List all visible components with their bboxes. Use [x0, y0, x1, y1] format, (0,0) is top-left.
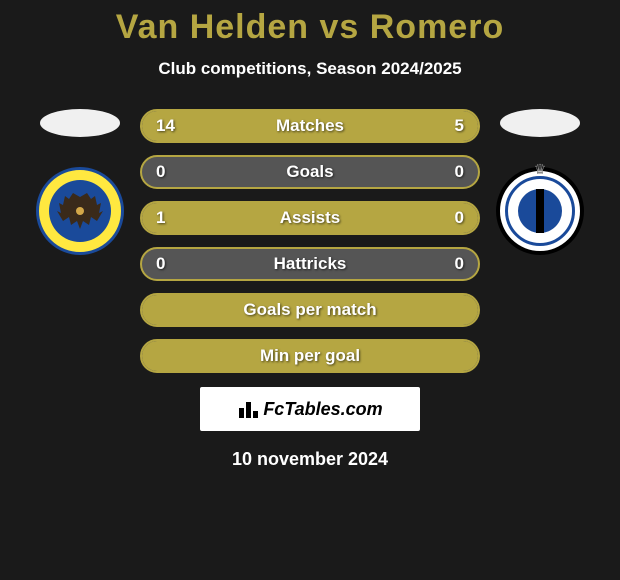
- stat-bar: 00Hattricks: [140, 247, 480, 281]
- branding-label: FcTables.com: [263, 399, 382, 420]
- stats-column: 145Matches 00Goals 10Assists 00Hattricks Goa…: [140, 109, 480, 373]
- double-eagle-icon: [55, 191, 105, 231]
- stat-label: Hattricks: [142, 254, 478, 274]
- bar-chart-icon: [237, 400, 259, 418]
- player-right-avatar-placeholder: [500, 109, 580, 137]
- stat-bar: 00Goals: [140, 155, 480, 189]
- stat-bar: Goals per match: [140, 293, 480, 327]
- stat-label: Goals per match: [142, 300, 478, 320]
- main-row: 145Matches 00Goals 10Assists 00Hattricks Goa…: [0, 109, 620, 373]
- player-left-column: [20, 109, 140, 255]
- stat-bar: 10Assists: [140, 201, 480, 235]
- club-badge-right-stripe: [536, 189, 545, 233]
- subtitle: Club competitions, Season 2024/2025: [158, 59, 461, 79]
- player-left-avatar-placeholder: [40, 109, 120, 137]
- stat-bar: 145Matches: [140, 109, 480, 143]
- date-text: 10 november 2024: [232, 449, 388, 470]
- page-title: Van Helden vs Romero: [116, 8, 504, 47]
- branding-badge: FcTables.com: [200, 387, 420, 431]
- club-badge-left: [36, 167, 124, 255]
- player-right-column: ♛: [480, 109, 600, 255]
- stat-label: Min per goal: [142, 346, 478, 366]
- club-badge-right: ♛: [496, 167, 584, 255]
- stat-label: Goals: [142, 162, 478, 182]
- stat-label: Matches: [142, 116, 478, 136]
- comparison-card: Van Helden vs Romero Club competitions, …: [0, 0, 620, 580]
- club-badge-right-center: [518, 189, 562, 233]
- stat-label: Assists: [142, 208, 478, 228]
- club-badge-right-ring: [505, 176, 575, 246]
- club-badge-left-inner: [49, 180, 111, 242]
- stat-bar: Min per goal: [140, 339, 480, 373]
